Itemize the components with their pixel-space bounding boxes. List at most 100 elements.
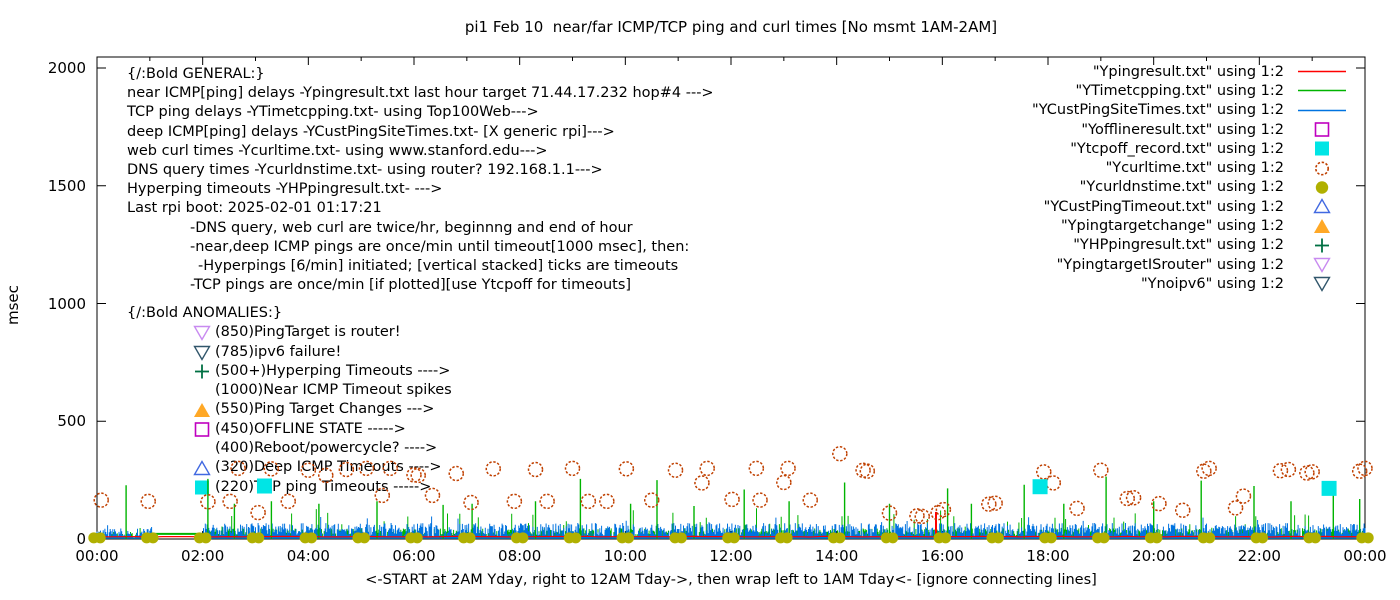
dns-time-point xyxy=(834,532,846,544)
legend-label: "YHPpingresult.txt" using 1:2 xyxy=(1073,237,1284,254)
general-annotation-line: Last rpi boot: 2025-02-01 01:17:21 xyxy=(127,200,382,217)
dns-time-point xyxy=(1144,532,1156,544)
curl-time-point xyxy=(1201,460,1217,477)
curl-time-point xyxy=(1093,462,1109,478)
dns-time-point xyxy=(246,532,258,544)
dns-time-point xyxy=(775,532,787,544)
dns-time-point xyxy=(458,532,470,544)
legend-label: "Ytcpoff_record.txt" using 1:2 xyxy=(1070,140,1284,157)
y-tick-label: 2000 xyxy=(47,59,86,77)
dns-time-point xyxy=(510,532,522,544)
curl-time-point xyxy=(1045,475,1062,491)
tcp-timeout-square xyxy=(1032,479,1048,495)
anomaly-marker-cell xyxy=(193,421,211,438)
tcp-timeout-square xyxy=(1321,480,1337,496)
dns-time-point xyxy=(1204,532,1216,544)
x-tick-label: 06:00 xyxy=(392,547,436,565)
dns-time-point xyxy=(781,532,793,544)
triangle-down-open-icon xyxy=(193,326,211,342)
anomaly-label: (320)Deep ICMP Timeouts ----> xyxy=(215,459,442,476)
curl-time-point xyxy=(1125,490,1142,506)
curl-time-point xyxy=(1227,500,1244,516)
dns-time-point xyxy=(1045,532,1057,544)
curl-time-point xyxy=(564,460,581,477)
anomaly-marker-cell xyxy=(193,344,211,361)
dns-time-point xyxy=(570,532,582,544)
legend-label: "YTimetcpping.txt" using 1:2 xyxy=(1075,82,1284,99)
legend-label: "YpingtargetISrouter" using 1:2 xyxy=(1056,256,1284,273)
dns-time-point xyxy=(728,532,740,544)
triangle-up-open-icon xyxy=(1313,198,1331,214)
x-tick-label: 20:00 xyxy=(1132,547,1176,565)
curl-time-point xyxy=(250,504,266,521)
curl-time-point xyxy=(644,492,660,508)
legend-item: "Yofflineresult.txt" using 1:2 xyxy=(1032,120,1350,139)
curl-time-point xyxy=(694,475,710,491)
anomaly-label: (1000)Near ICMP Timeout spikes xyxy=(215,382,452,399)
anomaly-marker-cell xyxy=(193,459,211,477)
legend-item: "Ycurltime.txt" using 1:2 xyxy=(1032,158,1350,177)
x-tick-label: 08:00 xyxy=(498,547,542,565)
x-tick-label: 00:00 xyxy=(1343,547,1387,565)
dns-time-point xyxy=(880,532,892,544)
curl-time-point xyxy=(527,461,544,478)
dns-time-point xyxy=(253,532,265,544)
curl-time-point xyxy=(802,492,818,508)
legend-label: "YCustPingSiteTimes.txt" using 1:2 xyxy=(1032,102,1284,119)
dns-time-point xyxy=(1197,532,1209,544)
plus-icon xyxy=(1315,238,1329,253)
general-annotation-block: {/:Bold GENERAL:} near ICMP[ping] delays … xyxy=(127,65,714,295)
legend-item: "Ytcpoff_record.txt" using 1:2 xyxy=(1032,139,1350,158)
legend-label: "Yofflineresult.txt" using 1:2 xyxy=(1081,121,1284,138)
legend-marker-cell xyxy=(1294,82,1350,99)
legend-marker-cell xyxy=(1294,160,1350,177)
curl-time-point xyxy=(667,462,684,478)
general-annotation-line: TCP ping delays -YTimetcpping.txt- using… xyxy=(127,104,539,121)
dns-time-point xyxy=(358,532,370,544)
legend-marker-cell xyxy=(1294,63,1350,80)
curl-time-point xyxy=(485,461,501,477)
curl-time-point xyxy=(1304,464,1320,480)
legend-item: "YHPpingresult.txt" using 1:2 xyxy=(1032,236,1350,255)
x-tick-label: 02:00 xyxy=(181,547,225,565)
curl-time-point xyxy=(1280,461,1297,478)
legend-label: "Ypingtargetchange" using 1:2 xyxy=(1061,218,1284,235)
x-tick-label: 22:00 xyxy=(1237,547,1281,565)
anomaly-label: (500+)Hyperping Timeouts ----> xyxy=(215,362,451,379)
curl-time-point xyxy=(1351,463,1368,479)
dns-time-point xyxy=(1356,532,1368,544)
y-tick-label: 500 xyxy=(57,412,86,431)
curl-time-point xyxy=(930,504,946,521)
square-filled-icon xyxy=(1315,141,1329,156)
curl-time-point xyxy=(699,460,715,477)
general-annotation-line: deep ICMP[ping] delays -YCustPingSiteTim… xyxy=(127,123,615,140)
curl-time-point xyxy=(1272,462,1289,479)
anomalies-heading: {/:Bold ANOMALIES:} xyxy=(127,305,283,321)
line-icon xyxy=(1298,90,1346,92)
curl-time-point xyxy=(1151,495,1167,512)
curl-time-point xyxy=(1299,465,1315,481)
legend-marker-cell xyxy=(1294,256,1350,274)
legend-item: "YCustPingSiteTimes.txt" using 1:2 xyxy=(1032,101,1350,120)
dns-time-point xyxy=(464,532,476,544)
circle-filled-icon xyxy=(1315,181,1329,194)
curl-time-point xyxy=(580,493,597,510)
legend-label: "YCustPingTimeout.txt" using 1:2 xyxy=(1043,198,1284,215)
triangle-up-filled-icon xyxy=(194,402,210,417)
curl-time-point xyxy=(859,463,876,479)
dns-time-point xyxy=(517,532,529,544)
anomaly-marker-cell xyxy=(193,479,211,496)
deep-icmp-noise xyxy=(96,516,1366,539)
anomalies-annotation-block: {/:Bold ANOMALIES:} (850)PingTarget is ro… xyxy=(127,304,452,497)
y-tick-label: 1500 xyxy=(47,176,86,195)
dns-time-point xyxy=(563,532,575,544)
dns-time-point xyxy=(200,532,212,544)
y-tick-label: 1000 xyxy=(47,294,86,313)
line-icon xyxy=(1298,70,1346,73)
anomaly-label: (785)ipv6 failure! xyxy=(215,343,342,360)
anomaly-item: (785)ipv6 failure! xyxy=(127,343,452,362)
x-tick-label: 16:00 xyxy=(920,547,964,565)
curl-time-point xyxy=(724,491,740,508)
legend-marker-cell xyxy=(1294,198,1350,215)
dns-time-point xyxy=(669,532,681,544)
